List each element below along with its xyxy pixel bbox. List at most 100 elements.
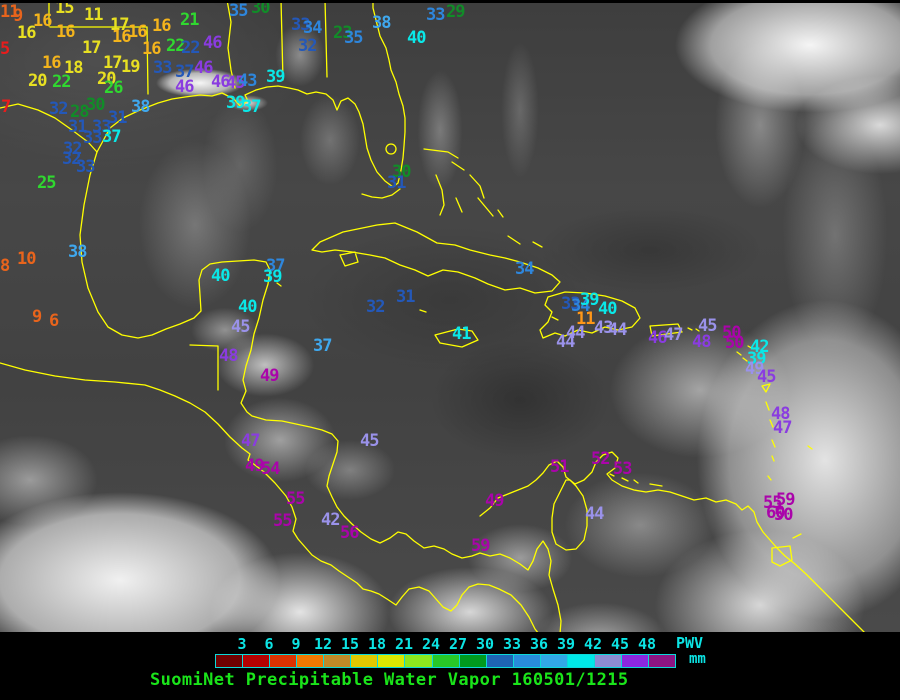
- station-value: 40: [598, 299, 618, 319]
- station-value: 32: [62, 149, 82, 169]
- bahamas: [423, 148, 543, 248]
- station-value: 46: [211, 72, 231, 92]
- legend-color-segment: [270, 655, 298, 667]
- station-value: 28: [70, 102, 90, 122]
- guatemala-belize-borders: [189, 344, 219, 391]
- legend-tick: 30: [475, 635, 495, 653]
- station-value: 17: [82, 38, 102, 58]
- legend-color-segment: [621, 655, 649, 667]
- puerto-rico-virgin-islands: [649, 323, 700, 337]
- station-value: 30: [251, 0, 271, 18]
- station-value: 9: [13, 6, 23, 26]
- station-value: 22: [166, 36, 186, 56]
- station-value: 50: [725, 333, 745, 353]
- station-value: 31: [396, 287, 416, 307]
- station-value: 17: [110, 15, 130, 35]
- legend-tick: 39: [556, 635, 576, 653]
- station-value: 55: [763, 493, 783, 513]
- legend-tick: 21: [394, 635, 414, 653]
- legend-tick: 33: [502, 635, 522, 653]
- station-value: 48: [219, 346, 239, 366]
- legend-color-segment: [567, 655, 595, 667]
- legend-color-segment: [432, 655, 460, 667]
- station-value: 48: [692, 332, 712, 352]
- station-value: 47: [773, 418, 793, 438]
- station-value: 37: [175, 62, 195, 82]
- station-value: 38: [372, 13, 392, 33]
- pacific-coast: [0, 362, 540, 634]
- legend-color-segment: [540, 655, 568, 667]
- top-black-strip: [0, 0, 900, 3]
- legend-tick: 12: [313, 635, 333, 653]
- station-value: 56: [340, 523, 360, 543]
- legend-colorbar: [215, 654, 676, 668]
- mexico-central-america-coast: [79, 151, 562, 634]
- south-america-coast: [479, 451, 867, 634]
- legend-color-segment: [405, 655, 433, 667]
- station-value: 49: [260, 366, 280, 386]
- station-value: 49: [745, 359, 765, 379]
- station-value: 35: [344, 28, 364, 48]
- us-state-borders: [48, 0, 328, 95]
- station-value: 5: [0, 39, 10, 59]
- station-value: 46: [648, 328, 668, 348]
- legend-color-segment: [216, 655, 244, 667]
- station-value: 33: [92, 117, 112, 137]
- station-value: 50: [722, 323, 742, 343]
- legend-color-segment: [486, 655, 514, 667]
- station-value: 9: [32, 307, 42, 327]
- station-value: 45: [757, 367, 777, 387]
- station-value: 32: [49, 99, 69, 119]
- station-value: 38: [131, 97, 151, 117]
- cuba: [311, 222, 561, 294]
- legend-tick: 24: [421, 635, 441, 653]
- station-value: 50: [774, 505, 794, 525]
- station-value: 15: [55, 0, 75, 18]
- station-value: 44: [556, 332, 576, 352]
- station-value: 47: [241, 431, 261, 451]
- station-value: 37: [242, 97, 262, 117]
- station-value: 29: [446, 2, 466, 22]
- legend-tick: 42: [583, 635, 603, 653]
- station-value: 45: [698, 316, 718, 336]
- station-value: 47: [664, 325, 684, 345]
- station-value: 6: [49, 311, 59, 331]
- station-value: 37: [313, 336, 333, 356]
- station-value: 37: [102, 127, 122, 147]
- legend-tick: 15: [340, 635, 360, 653]
- station-value: 44: [585, 504, 605, 524]
- station-value: 33: [76, 157, 96, 177]
- station-value: 46: [175, 77, 195, 97]
- station-value: 40: [238, 297, 258, 317]
- legend-footer: 3 6 9 12 15 18 21 24 27 30 33 36 39 42 45 48 PWV mm Suo…: [0, 632, 900, 700]
- image-title: SuomiNet Precipitable Water Vapor 160501…: [150, 670, 629, 690]
- legend-color-segment: [351, 655, 379, 667]
- station-value: 41: [452, 324, 472, 344]
- station-value: 44: [566, 323, 586, 343]
- legend-color-segment: [513, 655, 541, 667]
- station-value: 33: [83, 128, 103, 148]
- legend-tick: 36: [529, 635, 549, 653]
- legend-tick: 48: [637, 635, 657, 653]
- legend-tick: 6: [264, 635, 274, 653]
- station-value: 25: [37, 173, 57, 193]
- florida-keys: [361, 188, 401, 199]
- station-value: 31: [68, 117, 88, 137]
- legend-tick: 45: [610, 635, 630, 653]
- station-value: 22: [181, 38, 201, 58]
- station-value: 26: [104, 78, 124, 98]
- station-value: 45: [226, 73, 246, 93]
- station-value: 11: [84, 5, 104, 25]
- station-value: 16: [142, 39, 162, 59]
- station-value: 30: [392, 162, 412, 182]
- lesser-antilles-islands: [276, 282, 813, 567]
- station-value: 39: [226, 93, 246, 113]
- legend-color-segment: [594, 655, 622, 667]
- station-value: 30: [86, 95, 106, 115]
- station-value: 19: [121, 57, 141, 77]
- legend-tick: 27: [448, 635, 468, 653]
- hispaniola: [539, 291, 641, 339]
- station-value: 16: [56, 22, 76, 42]
- station-value: 35: [229, 1, 249, 21]
- lake-okeechobee: [385, 143, 397, 155]
